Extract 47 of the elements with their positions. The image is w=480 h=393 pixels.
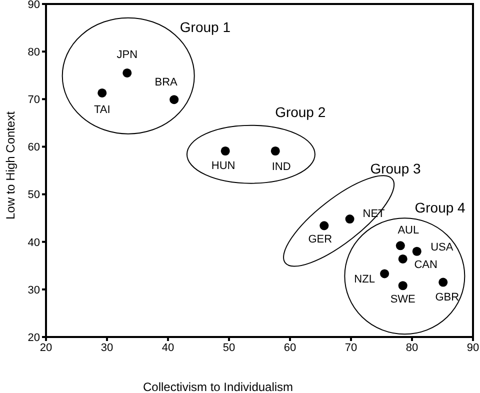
y-tick-label: 70 bbox=[28, 94, 40, 106]
point bbox=[380, 269, 390, 278]
data-label: IND bbox=[272, 160, 291, 173]
annotation: Group 3 bbox=[370, 160, 422, 177]
point bbox=[345, 214, 354, 224]
y-tick-label: 90 bbox=[28, 0, 40, 11]
x-tick-label: 70 bbox=[344, 342, 358, 354]
data-label: JPN bbox=[116, 48, 138, 61]
point bbox=[412, 246, 422, 256]
annotation: Group 1 bbox=[180, 18, 231, 35]
y-tick-label: 80 bbox=[28, 46, 40, 58]
data-label: TAI bbox=[94, 104, 110, 116]
x-tick-label: 30 bbox=[100, 342, 114, 354]
point bbox=[220, 146, 230, 156]
data-label: CAN bbox=[414, 258, 438, 271]
point bbox=[122, 68, 132, 78]
x-axis-title: Collectivism to Individualism bbox=[143, 380, 294, 393]
point bbox=[320, 221, 329, 230]
data-label: USA bbox=[430, 241, 454, 254]
y-tick-label: 50 bbox=[28, 189, 40, 202]
point bbox=[398, 281, 408, 290]
data-label: NZL bbox=[354, 274, 375, 286]
x-tick-label: 40 bbox=[162, 342, 174, 354]
data-label: BRA bbox=[154, 76, 178, 89]
y-tick-label: 20 bbox=[28, 332, 40, 344]
annotation: Group 4 bbox=[414, 200, 466, 216]
annotation: Group 2 bbox=[275, 104, 326, 120]
data-label: HUN bbox=[211, 160, 236, 172]
data-label: SWE bbox=[390, 294, 416, 306]
x-tick-label: 60 bbox=[284, 342, 296, 354]
point bbox=[270, 146, 280, 156]
point bbox=[398, 254, 408, 264]
x-tick-label: 20 bbox=[40, 342, 52, 354]
data-label: AUL bbox=[398, 224, 420, 237]
x-tick-label: 50 bbox=[222, 342, 236, 354]
x-tick-label: 90 bbox=[466, 342, 480, 354]
y-tick-label: 40 bbox=[28, 236, 40, 249]
point bbox=[396, 241, 405, 250]
point bbox=[98, 88, 107, 98]
data-label: GBR bbox=[435, 291, 460, 304]
x-tick-label: 80 bbox=[406, 342, 418, 354]
point bbox=[438, 278, 448, 287]
y-tick-label: 60 bbox=[28, 142, 40, 154]
y-tick-label: 30 bbox=[28, 284, 40, 296]
y-axis-title: Low to High Context bbox=[3, 110, 18, 220]
data-label: GER bbox=[308, 234, 332, 246]
point bbox=[170, 95, 179, 104]
